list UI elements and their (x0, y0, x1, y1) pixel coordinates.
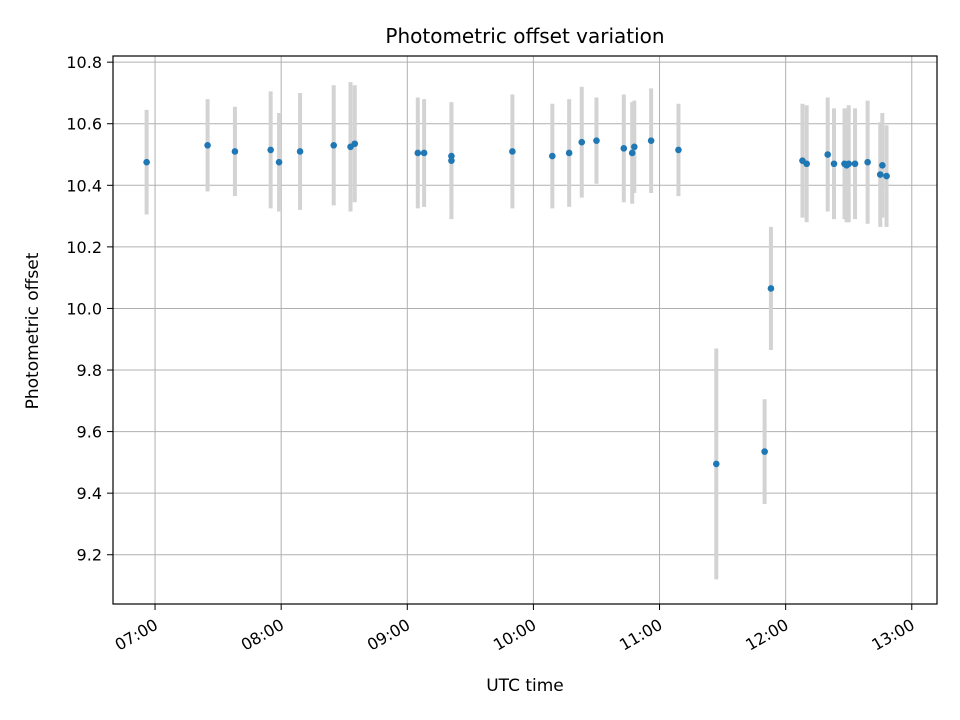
data-point (767, 285, 775, 292)
x-tick-label: 10:00 (490, 615, 539, 655)
y-tick-label: 9.8 (77, 361, 102, 380)
data-point (231, 148, 239, 155)
y-tick-label: 9.6 (77, 423, 102, 442)
data-point (204, 141, 211, 149)
x-tick-label: 08:00 (238, 615, 287, 655)
y-tick-label: 9.2 (77, 546, 102, 565)
x-tick-label: 13:00 (868, 615, 917, 655)
data-point (864, 158, 871, 166)
data-point (296, 148, 304, 155)
data-point (578, 138, 586, 146)
data-point (448, 152, 455, 160)
y-tick-label: 10.4 (66, 176, 102, 195)
data-point (851, 160, 859, 168)
data-point (675, 146, 682, 154)
y-axis-ticks: 9.2 9.4 9.6 9.8 10.0 10.2 10.4 10.6 10.8 (66, 53, 113, 565)
data-point (830, 160, 838, 168)
y-tick-label: 9.4 (77, 484, 102, 503)
x-axis-label: UTC time (486, 676, 564, 696)
data-point (647, 137, 655, 144)
data-point (876, 171, 884, 178)
data-point (448, 157, 455, 164)
data-point (267, 146, 274, 154)
error-bars (144, 82, 889, 580)
data-point (549, 152, 556, 160)
data-point (509, 148, 516, 155)
y-tick-label: 10.6 (66, 115, 102, 134)
data-point (883, 172, 890, 180)
data-point (143, 158, 150, 166)
y-axis-label: Photometric offset (23, 252, 43, 409)
x-tick-label: 11:00 (616, 615, 665, 655)
grid-lines (113, 56, 937, 604)
y-tick-label: 10.0 (66, 299, 102, 318)
y-tick-label: 10.8 (66, 53, 102, 72)
data-point (420, 149, 428, 157)
data-point (628, 149, 636, 157)
y-tick-label: 10.2 (66, 238, 102, 257)
data-point (351, 140, 359, 148)
data-point (275, 158, 283, 166)
x-tick-label: 09:00 (364, 615, 413, 655)
plot-frame (112, 55, 938, 605)
data-point (593, 137, 600, 144)
data-point (414, 149, 422, 157)
data-point (824, 151, 831, 158)
data-point (803, 160, 810, 168)
x-axis-ticks: 07:00 08:00 09:00 10:00 11:00 12:00 13:00 (112, 604, 918, 655)
data-point (565, 149, 573, 157)
data-point (631, 143, 638, 151)
data-point (330, 141, 338, 149)
data-points (143, 137, 890, 468)
chart-title: Photometric offset variation (385, 24, 664, 48)
data-point (620, 145, 628, 152)
data-point (761, 448, 768, 455)
data-point (845, 160, 853, 168)
x-tick-label: 07:00 (112, 615, 161, 655)
data-point (879, 161, 886, 169)
data-point (712, 460, 720, 468)
x-tick-label: 12:00 (742, 615, 791, 655)
